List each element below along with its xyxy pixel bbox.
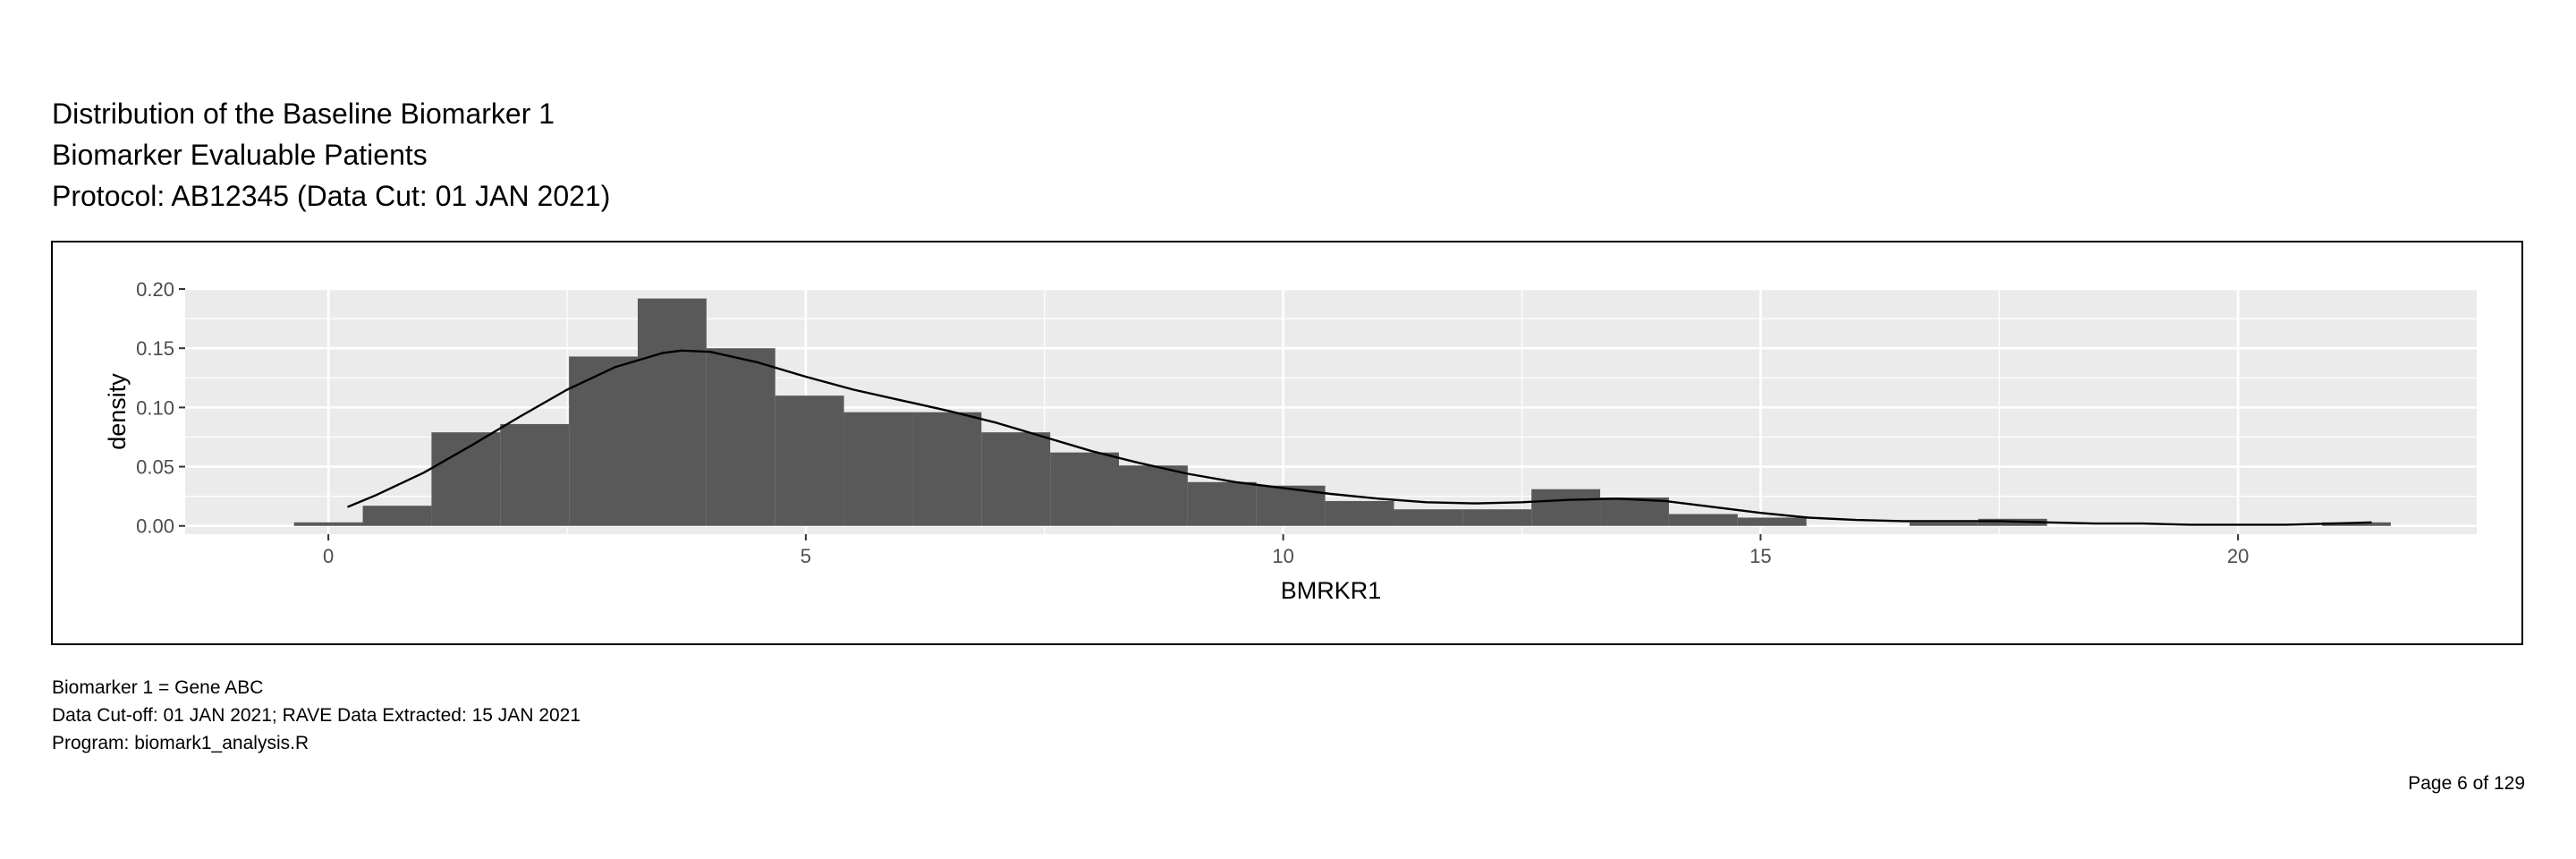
protocol-subtitle: Protocol: AB12345 (Data Cut: 01 JAN 2021… [52,180,611,212]
footnote-program: Program: biomark1_analysis.R [52,733,309,753]
x-tick-label: 10 [1272,545,1293,567]
x-tick-label: 15 [1750,545,1771,567]
y-tick-label: 0.00 [136,515,174,538]
histogram-bar [362,506,432,526]
histogram-bar [706,348,775,526]
histogram-bar [569,356,638,526]
figure-frame: 0.00 0.05 0.10 0.15 0.20 0 5 10 15 20 BMRKR1 densit… [51,241,2523,645]
histogram-bar [2322,522,2391,526]
histogram-bar [1737,517,1807,526]
histogram-bar [1394,509,1463,526]
y-tick-label: 0.10 [136,396,174,419]
density-curve-line [347,349,2372,526]
histogram-bar [1668,514,1738,526]
x-tick-label: 5 [801,545,811,567]
population-subtitle: Biomarker Evaluable Patients [52,139,428,171]
footnote-data-cutoff: Data Cut-off: 01 JAN 2021; RAVE Data Ext… [52,705,581,726]
histogram-bar [637,298,707,526]
y-axis-title: density [104,373,131,450]
histogram-bar [431,432,501,526]
histogram-chart: 0.00 0.05 0.10 0.15 0.20 0 5 10 15 20 BMRKR1 densit… [104,278,2477,604]
x-tick-label: 20 [2227,545,2249,567]
histogram-bar [1531,489,1601,526]
histogram-bar [293,522,363,526]
histogram-bar [775,395,844,526]
page-number: Page 6 of 129 [2408,773,2525,794]
histogram-bar [1050,452,1120,526]
histogram-bar [843,412,913,526]
footnotes: Biomarker 1 = Gene ABC Data Cut-off: 01 … [52,674,580,757]
histogram-bar [1909,522,1979,526]
histogram-bar [1462,509,1532,526]
histogram-bar [912,412,982,526]
x-tick-label: 0 [323,545,334,567]
x-axis-title: BMRKR1 [1281,577,1382,604]
footnote-biomarker: Biomarker 1 = Gene ABC [52,677,264,698]
y-tick-label: 0.20 [136,278,174,301]
histogram-bar [1187,481,1257,526]
y-tick-label: 0.15 [136,337,174,360]
histogram-bar [1325,500,1394,526]
report-title: Distribution of the Baseline Biomarker 1 [52,98,555,130]
histogram-bar [1600,497,1669,526]
histogram-bar [981,432,1051,526]
title-block: Distribution of the Baseline Biomarker 1… [52,93,610,217]
y-tick-label: 0.05 [136,456,174,479]
histogram-bar [500,423,570,526]
histogram-bar [1119,465,1188,526]
